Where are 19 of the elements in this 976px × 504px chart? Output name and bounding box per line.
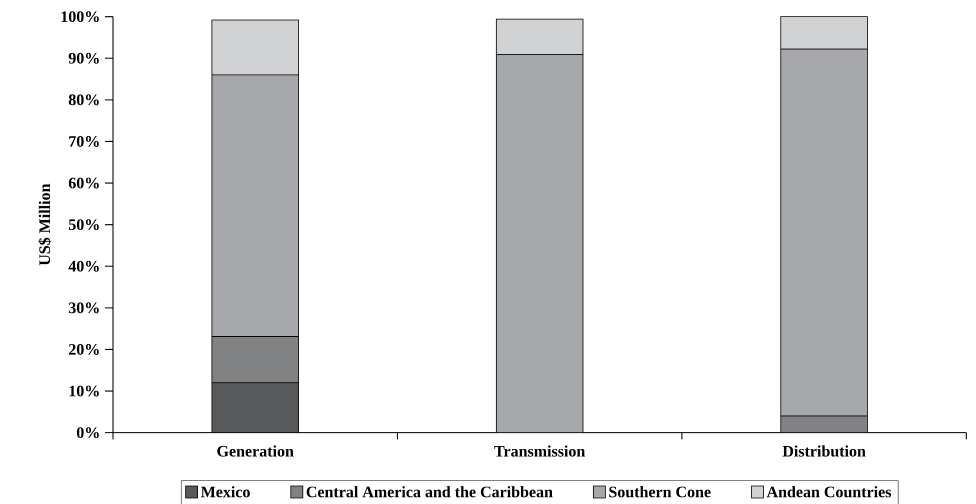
y-tick-label: 20% [68,344,99,355]
x-tick-label: Distribution [782,445,866,457]
legend-label: Mexico [200,486,250,498]
y-tick-label: 80% [68,94,99,106]
y-tick-label: 70% [69,136,99,147]
legend-label: Central America and the Caribbean [306,486,553,498]
y-tick-label: 100% [62,11,99,22]
y-tick-label: 60% [68,178,99,188]
y-tick-label: 90% [68,52,99,64]
x-tick-label: Transmission [494,445,586,457]
y-tick-label: 10% [70,386,99,396]
legend-label: Southern Cone [609,486,711,498]
y-tick-label: 50% [68,219,99,230]
y-tick-label: 0% [76,427,99,438]
x-tick-label: Generation [217,445,294,457]
legend-label: Andean Countries [766,486,892,498]
y-tick-label: 40% [68,260,99,272]
y-tick-label: 30% [68,302,99,314]
y-axis-title: US$ Million [38,184,52,266]
